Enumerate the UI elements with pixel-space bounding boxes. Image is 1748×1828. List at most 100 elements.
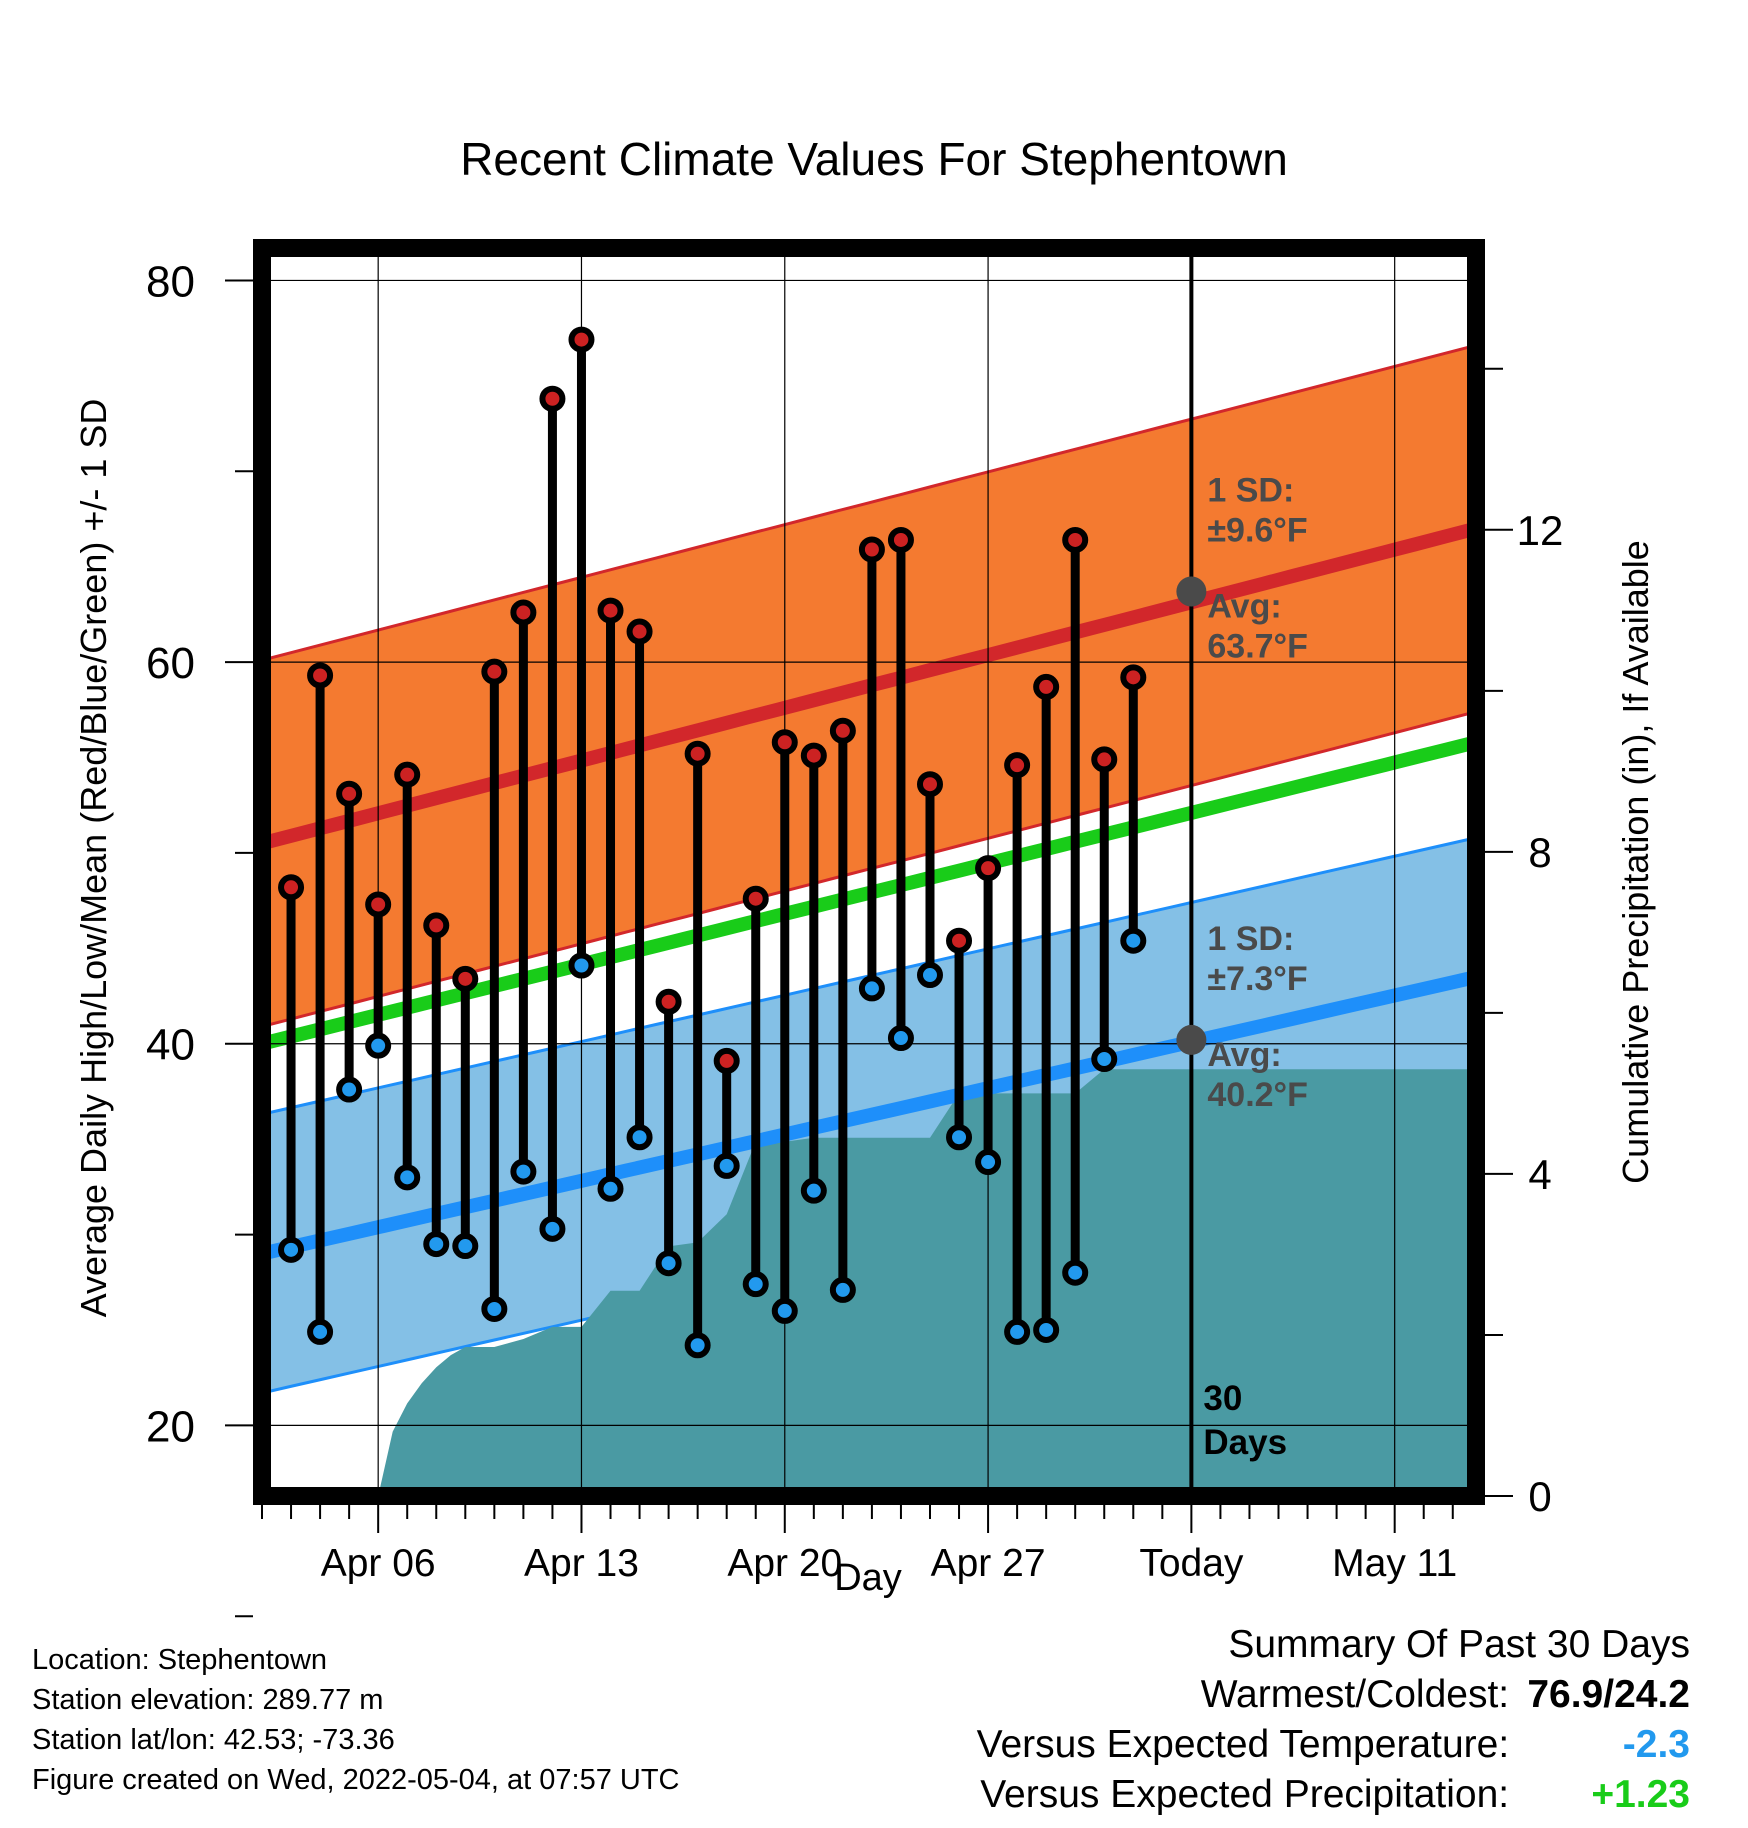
daily-high-point — [510, 599, 537, 626]
daily-high-point — [946, 927, 973, 954]
daily-low-point — [946, 1124, 973, 1151]
location-text: Location: Stephentown — [32, 1644, 328, 1676]
daily-high-point — [1091, 746, 1118, 773]
high-avg-annotation: Avg: 63.7°F — [1207, 587, 1308, 665]
daily-high-point — [568, 326, 595, 353]
daily-high-point — [887, 526, 914, 553]
daily-high-point — [829, 717, 856, 744]
daily-high-point — [394, 761, 421, 788]
daily-low-point — [336, 1076, 363, 1103]
daily-low-point — [858, 975, 885, 1002]
x-tick-label: Today — [1139, 1542, 1244, 1585]
daily-high-point — [278, 874, 305, 901]
daily-low-point — [423, 1231, 450, 1258]
daily-low-point — [975, 1149, 1002, 1176]
daily-high-point — [916, 771, 943, 798]
daily-high-point — [597, 597, 624, 624]
daily-high-point — [1004, 752, 1031, 779]
warm-cold-label: Warmest/Coldest: — [1200, 1673, 1510, 1716]
latlon-text: Station lat/lon: 42.53; -73.36 — [32, 1724, 395, 1756]
daily-low-point — [771, 1297, 798, 1324]
daily-low-point — [713, 1152, 740, 1179]
elevation-text: Station elevation: 289.77 m — [32, 1684, 384, 1716]
high-sd-upper-edge — [262, 343, 1476, 662]
daily-low-point — [800, 1177, 827, 1204]
climate-chart: Recent Climate Values For Stephentown 1 … — [73, 133, 1656, 1618]
daily-high-point — [655, 988, 682, 1015]
warm-cold-value: 76.9/24.2 — [1527, 1673, 1690, 1716]
daily-low-point — [1120, 927, 1147, 954]
station-info: Location: Stephentown Station elevation:… — [32, 1640, 680, 1800]
high-sd-annotation: 1 SD: ±9.6°F — [1207, 471, 1307, 549]
daily-low-point — [916, 962, 943, 989]
daily-high-point — [858, 536, 885, 563]
summary-panel: Summary Of Past 30 Days Warmest/Coldest:… — [977, 1620, 1690, 1820]
daily-high-point — [713, 1047, 740, 1074]
precip-area — [378, 1069, 1476, 1496]
daily-low-point — [452, 1233, 479, 1260]
daily-low-point — [481, 1295, 508, 1322]
daily-high-point — [626, 618, 653, 645]
y-tick-label: 20 — [146, 1402, 195, 1451]
daily-high-point — [742, 885, 769, 912]
y-tick-label: 40 — [146, 1021, 195, 1070]
x-tick-label: May 11 — [1332, 1542, 1457, 1585]
x-tick-label: Apr 13 — [524, 1542, 639, 1585]
y2-tick-label: 8 — [1528, 829, 1551, 876]
daily-high-point — [1033, 673, 1060, 700]
daily-low-point — [684, 1332, 711, 1359]
y2-tick-label: 4 — [1528, 1151, 1551, 1198]
daily-low-point — [1062, 1259, 1089, 1286]
x-tick-label: Apr 27 — [931, 1542, 1046, 1585]
daily-high-point — [307, 662, 334, 689]
daily-low-point — [365, 1032, 392, 1059]
daily-high-point — [423, 912, 450, 939]
y-axis-label: Average Daily High/Low/Mean (Red/Blue/Gr… — [73, 399, 114, 1318]
daily-high-point — [771, 729, 798, 756]
daily-low-point — [568, 952, 595, 979]
plot-frame — [253, 239, 1485, 1505]
x-axis-label: Day — [834, 1557, 902, 1599]
daily-high-point — [452, 965, 479, 992]
y-tick-label: 60 — [146, 639, 195, 688]
daily-high-point — [481, 658, 508, 685]
daily-low-point — [887, 1025, 914, 1052]
daily-high-point — [800, 742, 827, 769]
today-days-label: 30 Days — [1203, 1379, 1287, 1462]
daily-low-point — [539, 1215, 566, 1242]
x-tick-label: Apr 20 — [727, 1542, 842, 1585]
y2-tick-label: 12 — [1517, 507, 1564, 554]
low-avg-annotation: Avg: 40.2°F — [1207, 1036, 1308, 1114]
x-tick-label: Apr 06 — [321, 1542, 436, 1585]
temp-departure-value: -2.3 — [1622, 1723, 1690, 1766]
created-text: Figure created on Wed, 2022-05-04, at 07… — [32, 1764, 680, 1796]
daily-low-point — [829, 1276, 856, 1303]
daily-low-point — [278, 1236, 305, 1263]
daily-low-point — [655, 1250, 682, 1277]
summary-heading: Summary Of Past 30 Days — [1228, 1623, 1690, 1666]
daily-low-point — [510, 1158, 537, 1185]
daily-low-point — [597, 1175, 624, 1202]
y2-tick-label: 0 — [1528, 1473, 1551, 1520]
daily-high-point — [975, 855, 1002, 882]
daily-low-point — [742, 1271, 769, 1298]
low-avg-marker — [1176, 1024, 1207, 1055]
precip-departure-label: Versus Expected Precipitation: — [980, 1773, 1510, 1816]
daily-high-point — [1120, 664, 1147, 691]
daily-low-point — [1091, 1046, 1118, 1073]
daily-low-point — [626, 1124, 653, 1151]
daily-high-point — [684, 740, 711, 767]
temp-departure-label: Versus Expected Temperature: — [976, 1723, 1510, 1766]
daily-low-point — [394, 1164, 421, 1191]
daily-low-point — [307, 1318, 334, 1345]
daily-high-point — [365, 891, 392, 918]
daily-low-point — [1033, 1316, 1060, 1343]
daily-low-point — [1004, 1318, 1031, 1345]
precip-departure-value: +1.23 — [1591, 1773, 1690, 1816]
chart-title: Recent Climate Values For Stephentown — [460, 133, 1288, 185]
y-tick-label: 80 — [146, 257, 195, 306]
daily-high-point — [539, 385, 566, 412]
daily-high-point — [1062, 526, 1089, 553]
daily-high-point — [336, 780, 363, 807]
y2-axis-label: Cumulative Precipitation (in), If Availa… — [1615, 540, 1656, 1184]
